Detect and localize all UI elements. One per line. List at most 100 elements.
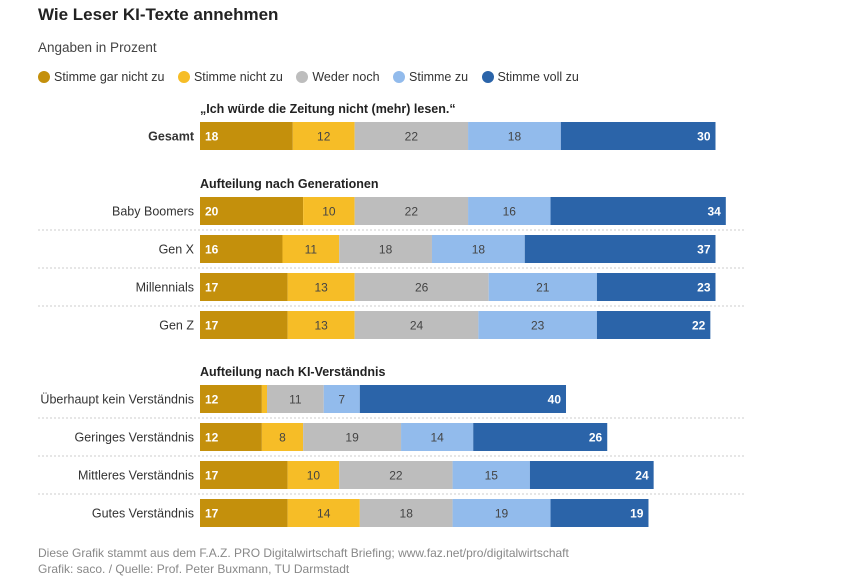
group-heading: Aufteilung nach Generationen xyxy=(200,177,379,191)
bar-segment xyxy=(339,461,453,489)
row-label: Millennials xyxy=(136,281,194,295)
data-label: 26 xyxy=(415,281,429,295)
legend-item: Weder noch xyxy=(296,70,380,84)
bar-segment xyxy=(452,461,530,489)
data-label: 10 xyxy=(322,205,336,219)
bar-segment xyxy=(200,273,288,301)
legend-label: Stimme nicht zu xyxy=(193,70,283,84)
legend-label: Stimme zu xyxy=(409,70,469,84)
bar-segment xyxy=(200,122,293,150)
data-label: 26 xyxy=(589,431,603,445)
bar-segment xyxy=(287,311,355,339)
data-label: 17 xyxy=(205,319,219,333)
data-label: 30 xyxy=(697,130,711,144)
bar-segment xyxy=(596,273,716,301)
bar-segment xyxy=(282,235,340,263)
bar-segment xyxy=(529,461,654,489)
bar-segment xyxy=(303,197,355,225)
legend-item: Stimme voll zu xyxy=(481,70,579,84)
data-label: 11 xyxy=(289,393,302,407)
data-label: 22 xyxy=(405,205,419,219)
data-label: 22 xyxy=(692,319,706,333)
footer-credit: Grafik: saco. / Quelle: Prof. Peter Buxm… xyxy=(38,562,350,576)
data-label: 15 xyxy=(485,469,499,483)
row-label: Überhaupt kein Verständnis xyxy=(40,393,194,407)
data-label: 13 xyxy=(314,281,328,295)
bar-segment xyxy=(550,197,726,225)
bar-segment xyxy=(488,273,597,301)
data-label: 10 xyxy=(307,469,321,483)
row-label: Gen X xyxy=(159,243,195,257)
bar-segment xyxy=(431,235,525,263)
data-label: 34 xyxy=(707,205,721,219)
bar-segment xyxy=(473,423,608,451)
data-label: 19 xyxy=(495,507,509,521)
legend-swatch xyxy=(177,71,190,83)
bar-segment xyxy=(303,423,402,451)
bar-segment xyxy=(452,499,551,527)
data-label: 17 xyxy=(205,469,219,483)
legend-swatch xyxy=(393,71,406,83)
bar-segment xyxy=(359,499,453,527)
bar-segment xyxy=(468,197,551,225)
row-label: Gen Z xyxy=(159,319,194,333)
data-label: 40 xyxy=(548,393,562,407)
data-label: 20 xyxy=(205,205,219,219)
data-label: 22 xyxy=(405,130,419,144)
legend-item: Stimme nicht zu xyxy=(177,70,283,84)
data-label: 8 xyxy=(279,431,286,445)
bar-segment xyxy=(287,499,360,527)
data-label: 12 xyxy=(205,393,219,407)
data-label: 18 xyxy=(508,130,522,144)
row-label: Baby Boomers xyxy=(112,205,194,219)
bar-segment xyxy=(339,235,432,263)
data-label: 16 xyxy=(503,205,517,219)
bar-segment xyxy=(401,423,474,451)
legend-label: Stimme gar nicht zu xyxy=(54,70,165,84)
footer: Diese Grafik stammt aus dem F.A.Z. PRO D… xyxy=(38,545,569,577)
bar-segment xyxy=(292,122,355,150)
data-label: 23 xyxy=(531,319,545,333)
data-label: 7 xyxy=(338,393,345,407)
bar-segment xyxy=(354,122,469,150)
bar-segment xyxy=(359,385,567,413)
chart-title: Wie Leser KI-Texte annehmen xyxy=(38,5,279,24)
data-label: 22 xyxy=(389,469,403,483)
legend-swatch xyxy=(481,71,494,83)
bar-segment xyxy=(200,311,288,339)
bar-segment xyxy=(261,385,268,413)
data-label: 24 xyxy=(635,469,649,483)
data-label: 12 xyxy=(205,431,219,445)
row-label: Mittleres Verständnis xyxy=(78,469,194,483)
bar-segment xyxy=(200,235,283,263)
data-label: 19 xyxy=(630,507,644,521)
data-label: 13 xyxy=(314,319,328,333)
data-label: 18 xyxy=(472,243,486,257)
bar-segment xyxy=(478,311,597,339)
bar-segment xyxy=(524,235,716,263)
legend-swatch xyxy=(296,71,309,83)
data-label: 37 xyxy=(697,243,711,257)
bar-segment xyxy=(287,273,355,301)
data-label: 18 xyxy=(379,243,393,257)
data-label: 16 xyxy=(205,243,219,257)
data-label: 14 xyxy=(317,507,331,521)
bar-segment xyxy=(200,461,288,489)
data-label: 18 xyxy=(205,130,219,144)
data-label: 23 xyxy=(697,281,711,295)
data-label: 11 xyxy=(305,243,318,257)
data-label: 17 xyxy=(205,281,219,295)
group-heading: „Ich würde die Zeitung nicht (mehr) lese… xyxy=(200,102,456,116)
bar-segment xyxy=(596,311,711,339)
bar-segment xyxy=(323,385,360,413)
bar-segment xyxy=(200,423,262,451)
bar-segment xyxy=(354,311,479,339)
bar-segment xyxy=(200,197,304,225)
data-label: 18 xyxy=(400,507,414,521)
bar-segment xyxy=(287,461,340,489)
group-heading: Aufteilung nach KI-Verständnis xyxy=(200,365,385,379)
data-label: 17 xyxy=(205,507,219,521)
data-label: 21 xyxy=(536,281,550,295)
bar-segment xyxy=(550,499,649,527)
